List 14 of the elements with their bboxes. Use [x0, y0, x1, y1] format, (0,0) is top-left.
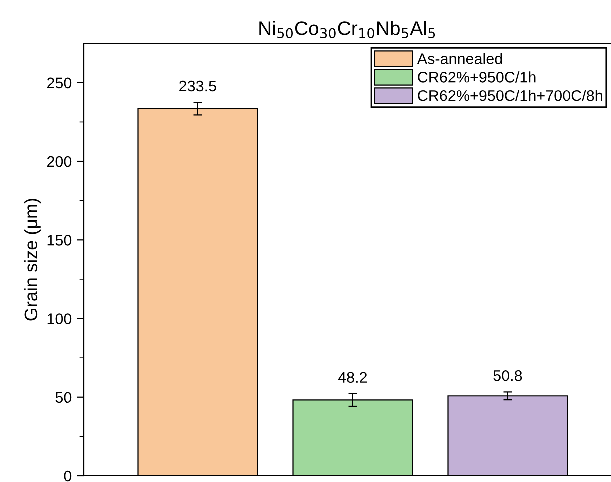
- legend-label: As-annealed: [417, 53, 502, 64]
- y-tick-label: 200: [47, 156, 72, 168]
- legend-label: CR62%+950C/1h+700C/8h: [418, 90, 602, 102]
- chart-title: Ni$_{50}$Co$_{30}$Cr$_{10}$Nb$_{5}$Al$_{5}$: [260, 21, 436, 39]
- y-tick-label: 250: [47, 78, 72, 89]
- y-tick-label: 150: [48, 235, 72, 246]
- y-tick-label: 0: [64, 470, 72, 482]
- y-tick-label: 50: [56, 392, 72, 404]
- data-label: 48.2: [338, 372, 368, 384]
- y-axis-title: Grain size (μm): [24, 199, 42, 321]
- legend-label: CR62%+950C/1h: [418, 72, 536, 83]
- y-tick-label: 100: [48, 314, 72, 324]
- data-label: 233.5: [180, 80, 216, 92]
- data-label: 50.8: [494, 370, 522, 382]
